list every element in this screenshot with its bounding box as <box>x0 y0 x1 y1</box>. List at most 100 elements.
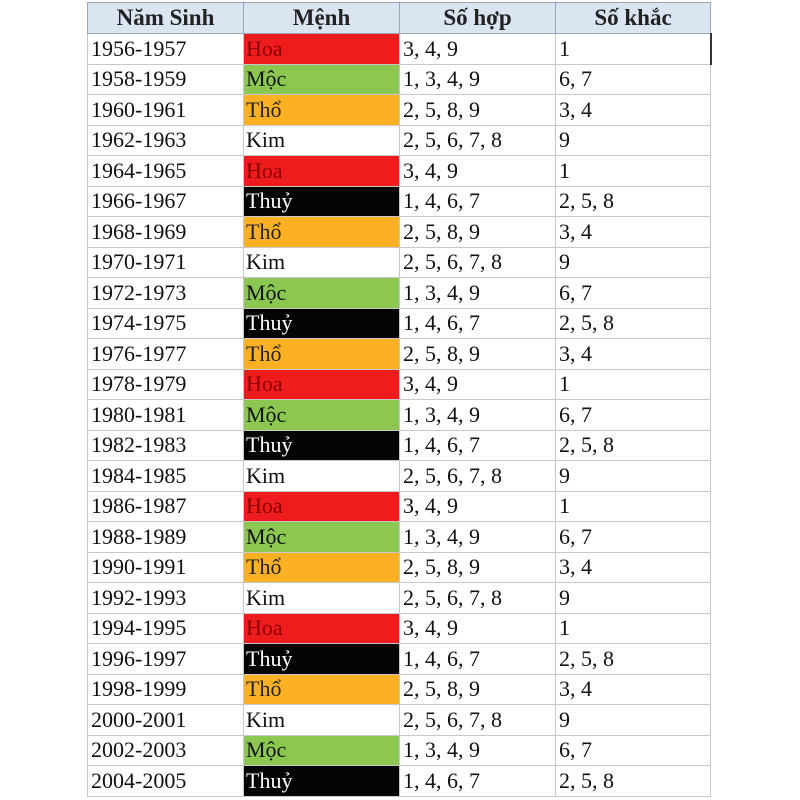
cell-so-khac: 3, 4 <box>555 216 711 248</box>
cell-so-khac: 6, 7 <box>555 63 711 95</box>
cell-menh: Hoa <box>243 155 400 187</box>
cell-so-hop: 2, 5, 8, 9 <box>399 216 556 248</box>
table-row: 1958-1959 Mộc 1, 3, 4, 9 6, 7 <box>87 63 711 95</box>
cell-menh: Hoa <box>243 490 400 522</box>
cell-so-khac: 2, 5, 8 <box>555 429 711 461</box>
cell-so-hop: 1, 4, 6, 7 <box>399 185 556 217</box>
table-row: 1982-1983 Thuỷ 1, 4, 6, 7 2, 5, 8 <box>87 429 711 461</box>
menh-table: Năm Sinh Mệnh Số hợp Số khắc 1956-1957 Ho… <box>87 2 712 797</box>
table-row: 1998-1999 Thổ 2, 5, 8, 9 3, 4 <box>87 673 711 705</box>
cell-so-hop: 3, 4, 9 <box>399 155 556 187</box>
header-nam-sinh: Năm Sinh <box>87 2 244 34</box>
cell-so-khac: 6, 7 <box>555 734 711 766</box>
cell-so-hop: 3, 4, 9 <box>399 490 556 522</box>
table-row: 1980-1981 Mộc 1, 3, 4, 9 6, 7 <box>87 399 711 431</box>
cell-so-khac: 1 <box>555 33 712 65</box>
cell-so-hop: 2, 5, 6, 7, 8 <box>399 460 556 492</box>
cell-nam-sinh: 1968-1969 <box>87 216 244 248</box>
cell-so-khac: 9 <box>555 124 711 156</box>
cell-menh: Thổ <box>243 551 400 583</box>
cell-menh: Thổ <box>243 216 400 248</box>
cell-nam-sinh: 1982-1983 <box>87 429 244 461</box>
cell-so-hop: 3, 4, 9 <box>399 33 556 65</box>
table-row: 2004-2005 Thuỷ 1, 4, 6, 7 2, 5, 8 <box>87 765 711 797</box>
header-menh: Mệnh <box>243 2 400 34</box>
cell-so-hop: 1, 4, 6, 7 <box>399 643 556 675</box>
cell-so-khac: 2, 5, 8 <box>555 643 711 675</box>
header-so-khac: Số khắc <box>555 2 711 34</box>
cell-nam-sinh: 2004-2005 <box>87 765 244 797</box>
table-row: 1976-1977 Thổ 2, 5, 8, 9 3, 4 <box>87 338 711 370</box>
cell-so-hop: 3, 4, 9 <box>399 368 556 400</box>
cell-so-hop: 1, 3, 4, 9 <box>399 521 556 553</box>
cell-so-hop: 1, 4, 6, 7 <box>399 307 556 339</box>
cell-nam-sinh: 1996-1997 <box>87 643 244 675</box>
cell-nam-sinh: 2000-2001 <box>87 704 244 736</box>
cell-so-khac: 1 <box>555 368 711 400</box>
cell-menh: Hoa <box>243 612 400 644</box>
cell-nam-sinh: 1992-1993 <box>87 582 244 614</box>
table-row: 1968-1969 Thổ 2, 5, 8, 9 3, 4 <box>87 216 711 248</box>
cell-nam-sinh: 2002-2003 <box>87 734 244 766</box>
cell-nam-sinh: 1986-1987 <box>87 490 244 522</box>
cell-so-khac: 3, 4 <box>555 551 711 583</box>
cell-menh: Mộc <box>243 399 400 431</box>
cell-menh: Mộc <box>243 277 400 309</box>
cell-so-hop: 2, 5, 6, 7, 8 <box>399 124 556 156</box>
cell-nam-sinh: 1974-1975 <box>87 307 244 339</box>
cell-nam-sinh: 1966-1967 <box>87 185 244 217</box>
cell-menh: Thuỷ <box>243 765 400 797</box>
cell-so-hop: 2, 5, 8, 9 <box>399 94 556 126</box>
cell-nam-sinh: 1962-1963 <box>87 124 244 156</box>
cell-so-hop: 1, 3, 4, 9 <box>399 277 556 309</box>
cell-menh: Thuỷ <box>243 643 400 675</box>
cell-nam-sinh: 1978-1979 <box>87 368 244 400</box>
cell-so-hop: 2, 5, 8, 9 <box>399 338 556 370</box>
cell-menh: Kim <box>243 246 400 278</box>
cell-so-khac: 1 <box>555 490 711 522</box>
cell-so-khac: 9 <box>555 246 711 278</box>
cell-nam-sinh: 1972-1973 <box>87 277 244 309</box>
table-row: 1996-1997 Thuỷ 1, 4, 6, 7 2, 5, 8 <box>87 643 711 675</box>
table-row: 1972-1973 Mộc 1, 3, 4, 9 6, 7 <box>87 277 711 309</box>
cell-menh: Kim <box>243 124 400 156</box>
cell-so-khac: 9 <box>555 460 711 492</box>
cell-menh: Thuỷ <box>243 429 400 461</box>
cell-nam-sinh: 1984-1985 <box>87 460 244 492</box>
cell-nam-sinh: 1990-1991 <box>87 551 244 583</box>
cell-so-hop: 2, 5, 6, 7, 8 <box>399 246 556 278</box>
cell-so-hop: 2, 5, 6, 7, 8 <box>399 704 556 736</box>
table-header: Năm Sinh Mệnh Số hợp Số khắc <box>87 2 711 34</box>
cell-menh: Thuỷ <box>243 307 400 339</box>
cell-so-khac: 1 <box>555 612 711 644</box>
cell-so-khac: 9 <box>555 582 711 614</box>
header-so-hop: Số hợp <box>399 2 556 34</box>
cell-so-khac: 2, 5, 8 <box>555 765 711 797</box>
cell-so-khac: 6, 7 <box>555 521 711 553</box>
cell-nam-sinh: 1998-1999 <box>87 673 244 705</box>
cell-so-hop: 1, 4, 6, 7 <box>399 765 556 797</box>
cell-so-hop: 1, 3, 4, 9 <box>399 734 556 766</box>
cell-so-hop: 2, 5, 8, 9 <box>399 551 556 583</box>
cell-nam-sinh: 1964-1965 <box>87 155 244 187</box>
table-row: 1966-1967 Thuỷ 1, 4, 6, 7 2, 5, 8 <box>87 185 711 217</box>
cell-nam-sinh: 1970-1971 <box>87 246 244 278</box>
table-row: 1960-1961 Thổ 2, 5, 8, 9 3, 4 <box>87 94 711 126</box>
cell-menh: Thổ <box>243 673 400 705</box>
cell-nam-sinh: 1980-1981 <box>87 399 244 431</box>
table-row: 1988-1989 Mộc 1, 3, 4, 9 6, 7 <box>87 521 711 553</box>
table-row: 1974-1975 Thuỷ 1, 4, 6, 7 2, 5, 8 <box>87 307 711 339</box>
cell-so-khac: 2, 5, 8 <box>555 185 711 217</box>
table-row: 2002-2003 Mộc 1, 3, 4, 9 6, 7 <box>87 734 711 766</box>
cell-so-hop: 2, 5, 8, 9 <box>399 673 556 705</box>
cell-menh: Mộc <box>243 734 400 766</box>
cell-so-hop: 1, 3, 4, 9 <box>399 399 556 431</box>
